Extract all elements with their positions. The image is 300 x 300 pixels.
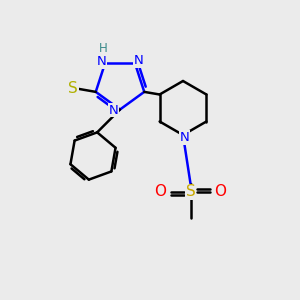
Text: S: S (186, 184, 195, 200)
Text: S: S (68, 81, 78, 96)
Text: H: H (99, 42, 108, 55)
Text: N: N (134, 55, 143, 68)
Text: N: N (97, 56, 106, 68)
Text: N: N (180, 131, 189, 144)
Text: N: N (109, 103, 118, 117)
Text: O: O (154, 184, 166, 200)
Text: O: O (214, 184, 226, 200)
